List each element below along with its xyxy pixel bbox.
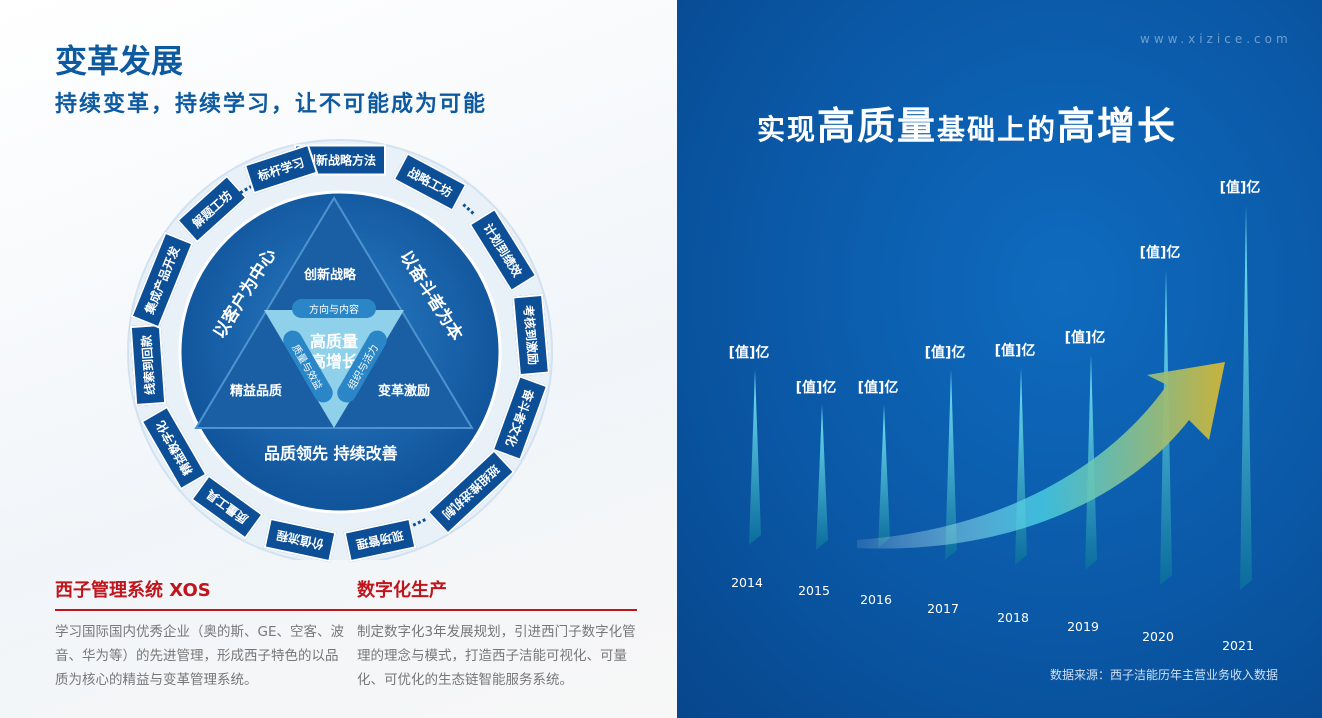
year-label: 2019	[1067, 619, 1099, 634]
right-panel: www.xizice.com 实现高质量基础上的高增长 [值]亿 2014 [值]亿…	[677, 0, 1322, 718]
bar-2016	[878, 405, 890, 548]
digital-heading: 数字化生产	[357, 580, 447, 601]
corner-incentive: 变革激励	[378, 384, 431, 399]
side-quality: 品质领先 持续改善	[264, 444, 398, 463]
data-label: [值]亿	[1064, 330, 1106, 346]
bar-2014	[749, 370, 761, 545]
website: www.xizice.com	[1140, 32, 1292, 46]
data-label: [值]亿	[728, 345, 770, 361]
corner-innovation: 创新战略	[304, 268, 357, 283]
corner-lean: 精益品质	[230, 384, 283, 399]
year-label: 2014	[731, 575, 763, 590]
data-label: [值]亿	[1219, 180, 1261, 196]
data-label: [值]亿	[795, 380, 837, 396]
year-label: 2016	[860, 592, 892, 607]
center-text: 高质量 高增长	[309, 332, 359, 371]
bar-2015	[816, 405, 828, 550]
year-label: 2017	[927, 601, 959, 616]
ring-item: 线索到回款	[130, 324, 167, 407]
digital-text: 制定数字化3年发展规划，引进西门子数字化管理的理念与模式，打造西子洁能可视化、可…	[357, 624, 636, 688]
divider	[55, 609, 637, 611]
xos-heading: 西子管理系统 XOS	[55, 580, 211, 601]
tag-direction: 方向与内容	[292, 299, 376, 318]
year-label: 2020	[1142, 629, 1174, 644]
growth-chart	[749, 205, 1252, 590]
year-label: 2021	[1222, 638, 1254, 653]
left-panel: 变革发展 持续变革，持续学习，让不可能成为可能 创新战略方法 战略工坊… 计划到绩效…	[0, 0, 677, 718]
year-label: 2018	[997, 610, 1029, 625]
data-label: [值]亿	[924, 345, 966, 361]
data-label: [值]亿	[1139, 245, 1181, 261]
chart-title: 实现高质量基础上的高增长	[757, 104, 1178, 148]
bar-2018	[1015, 368, 1027, 565]
bar-2021	[1240, 205, 1252, 590]
data-label: [值]亿	[857, 380, 899, 396]
data-label: [值]亿	[994, 343, 1036, 359]
page-title: 变革发展	[55, 42, 184, 80]
data-source: 数据来源：西子洁能历年主营业务收入数据	[1050, 668, 1279, 682]
xos-diagram	[127, 139, 553, 560]
page-subtitle: 持续变革，持续学习，让不可能成为可能	[55, 92, 488, 117]
bar-2017	[945, 370, 957, 560]
year-label: 2015	[798, 583, 830, 598]
xos-text: 学习国际国内优秀企业（奥的斯、GE、空客、波音、华为等）的先进管理，形成西子特色…	[55, 624, 344, 688]
trend-arrow	[857, 362, 1225, 549]
